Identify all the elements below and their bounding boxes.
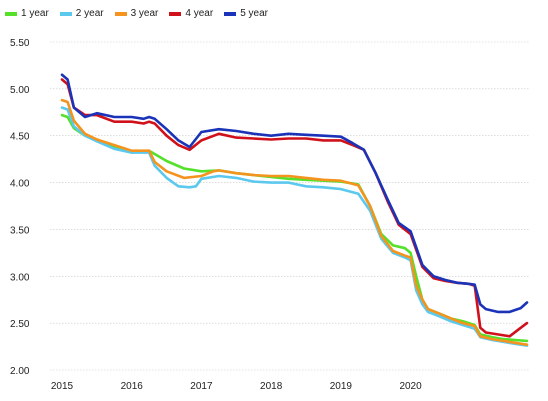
x-tick-label: 2018 xyxy=(260,381,283,392)
legend-swatch xyxy=(224,11,237,16)
legend-item: 4 year xyxy=(169,8,213,19)
y-tick-label: 4.00 xyxy=(10,179,30,190)
legend-item: 1 year xyxy=(5,8,49,19)
series-lines xyxy=(60,73,529,347)
legend-swatch xyxy=(114,11,127,16)
x-tick-label: 2015 xyxy=(51,381,74,392)
legend-label: 2 year xyxy=(75,8,104,19)
x-tick-label: 2020 xyxy=(399,381,422,392)
legend-label: 4 year xyxy=(185,8,214,19)
x-axis-ticks: 2015 2016 2017 2018 2019 2020 xyxy=(51,381,422,392)
legend-item: 2 year xyxy=(59,8,104,19)
legend-label: 3 year xyxy=(130,8,159,19)
legend-swatch xyxy=(59,11,72,16)
y-tick-label: 5.00 xyxy=(10,85,30,96)
series-line-2-year xyxy=(60,106,529,347)
gridlines xyxy=(50,41,530,371)
legend-swatch xyxy=(5,11,17,16)
series-line-5-year xyxy=(60,73,529,314)
y-tick-label: 5.50 xyxy=(10,38,30,49)
legend-item: 5 year xyxy=(224,8,268,19)
legend-label: 1 year xyxy=(21,8,49,19)
legend-label: 5 year xyxy=(240,8,268,19)
legend-swatch xyxy=(169,11,182,16)
series-line-1-year xyxy=(60,113,529,343)
x-tick-label: 2016 xyxy=(121,381,144,392)
legend: 1 year 2 year 3 year 4 year 5 year xyxy=(5,8,268,19)
y-tick-label: 2.50 xyxy=(10,319,30,330)
y-tick-label: 2.00 xyxy=(10,366,30,377)
y-axis-ticks: 2.00 2.50 3.00 3.50 4.00 4.50 5.00 5.50 xyxy=(10,38,30,377)
x-tick-label: 2017 xyxy=(190,381,213,392)
legend-item: 3 year xyxy=(114,8,159,19)
x-tick-label: 2019 xyxy=(330,381,353,392)
series-line-3-year xyxy=(60,98,529,347)
y-tick-label: 3.50 xyxy=(10,225,30,236)
y-tick-label: 4.50 xyxy=(10,132,30,143)
y-tick-label: 3.00 xyxy=(10,272,30,283)
